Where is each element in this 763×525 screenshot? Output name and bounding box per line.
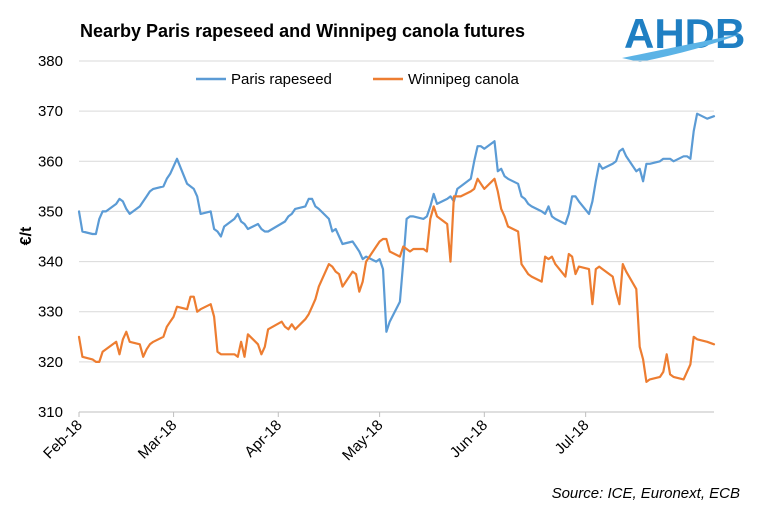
logo-swoosh-icon [622,34,740,62]
x-axis: Feb-18 Mar-18 Apr-18 May-18 Jun-18 Jul-18 [40,411,714,464]
x-tick-label: May-18 [339,417,386,464]
gridlines [79,60,714,413]
y-tick-label: 340 [38,254,63,271]
x-tick-label: Apr-18 [241,417,285,461]
logo: AHDB [622,10,745,62]
y-tick-label: 330 [38,304,63,321]
y-tick-label: 350 [38,203,63,220]
x-tick-label: Feb-18 [40,417,86,463]
x-tick-label: Mar-18 [135,417,181,463]
y-tick-label: 320 [38,354,63,371]
series-line-1 [77,177,716,383]
legend-label: Paris rapeseed [231,71,332,88]
y-axis-label: €/t [18,226,35,245]
x-tick-label: Jul-18 [552,417,593,458]
y-tick-label: 310 [38,404,63,421]
chart-title: Nearby Paris rapeseed and Winnipeg canol… [80,21,525,41]
y-tick-label: 360 [38,153,63,170]
y-tick-label: 370 [38,103,63,120]
y-tick-label: 380 [38,53,63,70]
series-lines [77,112,716,383]
series-line-0 [77,112,716,333]
y-axis: 310 320 330 340 350 360 370 380 [38,53,63,421]
legend-label: Winnipeg canola [408,71,520,88]
x-tick-label: Jun-18 [447,417,491,461]
legend: Paris rapeseed Winnipeg canola [196,71,520,88]
source-note: Source: ICE, Euronext, ECB [552,485,740,502]
